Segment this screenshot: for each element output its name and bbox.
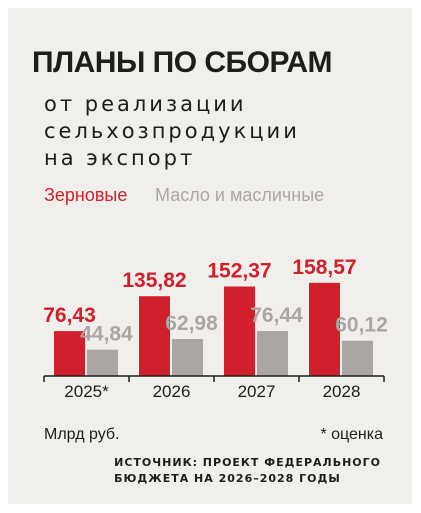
x-tick-label: 2025* <box>64 382 109 401</box>
bar-oil <box>257 331 288 376</box>
source-note: ИСТОЧНИК: ПРОЕКТ ФЕДЕРАЛЬНОГО БЮДЖЕТА НА… <box>114 455 381 487</box>
source-line: БЮДЖЕТА НА 2026–2028 ГОДЫ <box>114 471 381 487</box>
source-line: ИСТОЧНИК: ПРОЕКТ ФЕДЕРАЛЬНОГО <box>114 455 381 471</box>
x-tick-label: 2027 <box>238 382 276 401</box>
x-tick-label: 2026 <box>153 382 191 401</box>
x-tick-label: 2028 <box>323 382 361 401</box>
data-label: 62,98 <box>165 312 218 335</box>
footnote: * оценка <box>320 426 383 444</box>
data-label: 152,37 <box>207 259 271 282</box>
bar-grain <box>139 296 170 376</box>
data-label: 44,84 <box>80 323 133 346</box>
data-label: 76,44 <box>250 304 303 327</box>
bar-oil <box>172 339 203 376</box>
data-label: 135,82 <box>122 269 186 292</box>
bar-oil <box>87 350 118 376</box>
bar-grain <box>224 286 255 376</box>
bar-oil <box>342 341 373 376</box>
unit-label: Млрд руб. <box>44 426 119 444</box>
data-label: 158,57 <box>292 256 356 279</box>
data-label: 60,12 <box>335 314 388 337</box>
